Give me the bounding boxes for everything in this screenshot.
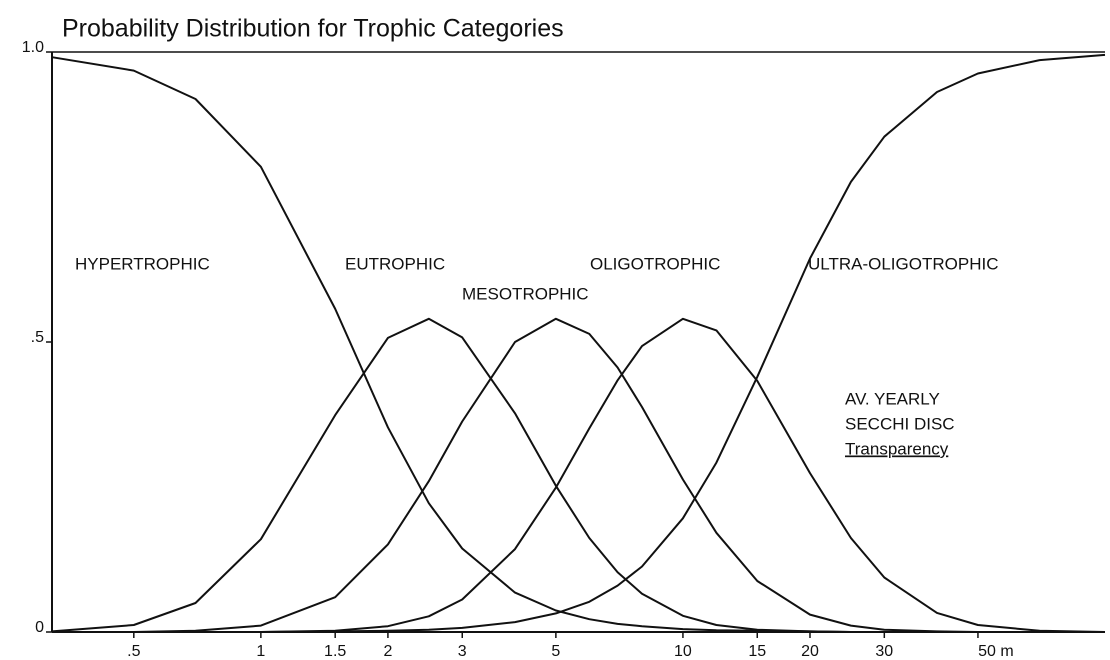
x-tick-label: .5 — [127, 643, 140, 660]
curve-label: MESOTROPHIC — [462, 284, 589, 303]
chart-title: Probability Distribution for Trophic Cat… — [62, 15, 564, 43]
series-line — [52, 317, 1106, 633]
y-tick-label: .5 — [31, 329, 44, 346]
x-tick-label: 10 — [674, 643, 692, 660]
curve-label: HYPERTROPHIC — [75, 254, 210, 273]
series-line — [51, 317, 1105, 633]
x-tick-label: 3 — [458, 643, 467, 660]
annotation: SECCHI DISC — [845, 414, 955, 433]
annotation: Transparency — [845, 439, 949, 458]
x-tick-label: 50 m — [978, 643, 1014, 660]
series-line — [52, 317, 1105, 633]
x-tick-label: 5 — [551, 643, 560, 660]
x-tick-label: 20 — [801, 643, 819, 660]
y-tick-label: 0 — [35, 619, 44, 636]
annotation: AV. YEARLY — [845, 389, 940, 408]
series-line — [51, 56, 1105, 633]
y-tick-label: 1.0 — [22, 39, 44, 56]
x-tick-label: 15 — [748, 643, 766, 660]
curve-label: EUTROPHIC — [345, 254, 445, 273]
x-tick-label: 1.5 — [324, 643, 346, 660]
x-tick-label: 1 — [256, 643, 265, 660]
x-tick-label: 30 — [875, 643, 893, 660]
curve-label: OLIGOTROPHIC — [590, 254, 720, 273]
curve-label: ULTRA-OLIGOTROPHIC — [808, 254, 998, 273]
series-line — [52, 53, 1106, 633]
x-tick-label: 2 — [383, 643, 392, 660]
